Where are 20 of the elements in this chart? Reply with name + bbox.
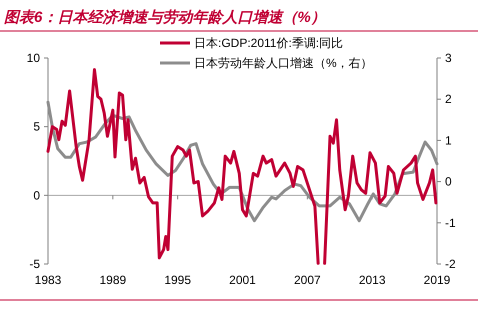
y-tick-label: -5 — [29, 257, 40, 271]
x-tick-label: 2001 — [229, 273, 256, 287]
y2-tick-label: 1 — [445, 133, 452, 148]
y2-tick-label: 3 — [445, 51, 452, 65]
x-tick-label: 2007 — [294, 273, 322, 287]
x-tick-label: 2019 — [424, 273, 451, 287]
y-tick-label: 10 — [26, 51, 40, 65]
x-tick-label: 1995 — [164, 273, 192, 287]
x-tick-label: 2013 — [358, 273, 386, 287]
y2-tick-label: 2 — [445, 92, 452, 106]
chart-title: 图表6：日本经济增速与劳动年龄人口增速（%） — [4, 8, 326, 26]
y-tick-label: 0 — [33, 188, 40, 202]
x-tick-label: 1983 — [34, 273, 62, 287]
legend-label: 日本:GDP:2011价:季调:同比 — [194, 36, 344, 50]
y2-tick-label: 0 — [445, 174, 452, 189]
y2-tick-label: -1 — [445, 216, 456, 230]
x-tick-label: 1989 — [99, 273, 127, 287]
y2-tick-label: -2 — [445, 257, 456, 271]
y-tick-label: 5 — [33, 120, 40, 134]
legend-label: 日本劳动年龄人口增速（%，右） — [194, 56, 373, 70]
